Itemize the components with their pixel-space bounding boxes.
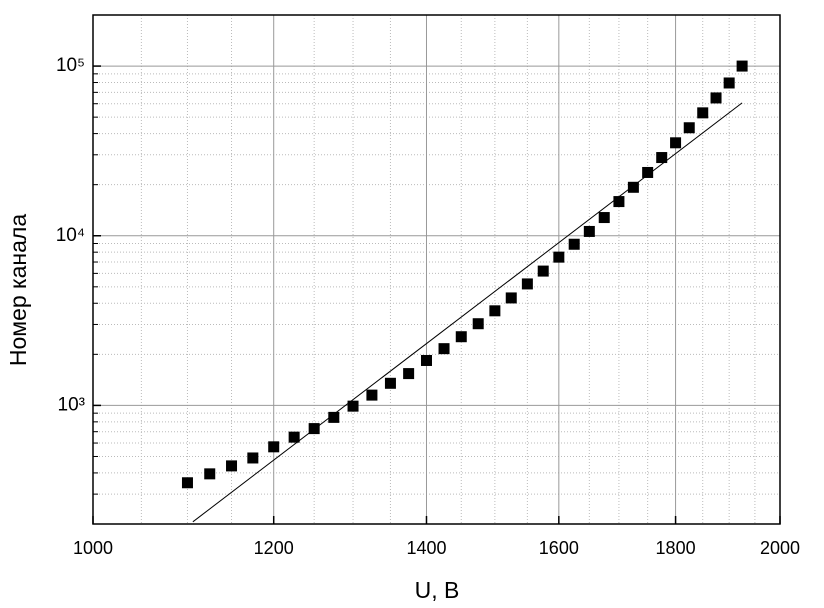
data-point <box>455 331 467 343</box>
data-point <box>736 60 748 72</box>
x-tick-label: 1600 <box>539 538 579 558</box>
x-tick-label: 1800 <box>656 538 696 558</box>
y-tick-label: 10⁵ <box>56 55 85 76</box>
grid <box>92 14 781 525</box>
plot-frame <box>92 14 781 525</box>
x-tick-label: 2000 <box>760 538 800 558</box>
data-point <box>537 265 549 277</box>
data-point <box>553 251 565 263</box>
y-axis-label: Номер канала <box>5 214 31 366</box>
data-point <box>181 477 193 489</box>
data-point <box>697 107 709 119</box>
data-point <box>268 441 280 453</box>
data-point <box>403 368 415 380</box>
fit-line <box>192 102 743 523</box>
data-point <box>366 389 378 401</box>
data-point <box>627 181 639 193</box>
data-point <box>656 152 668 164</box>
data-point <box>505 292 517 304</box>
marks <box>181 60 748 523</box>
data-point <box>204 468 216 480</box>
data-point <box>583 225 595 237</box>
data-point <box>438 343 450 355</box>
data-point <box>683 122 695 134</box>
x-axis-label: U, В <box>415 577 460 603</box>
data-point <box>670 137 682 149</box>
data-point <box>420 354 432 366</box>
data-point <box>472 318 484 330</box>
data-point <box>710 92 722 104</box>
data-point <box>568 238 580 250</box>
data-point <box>489 305 501 317</box>
x-tick-label: 1200 <box>254 538 294 558</box>
y-tick-label: 10⁴ <box>56 225 85 246</box>
x-tick-label: 1400 <box>406 538 446 558</box>
data-point <box>347 400 359 412</box>
data-point <box>613 196 625 208</box>
data-point <box>521 278 533 290</box>
data-point <box>308 423 320 435</box>
data-point <box>642 166 654 178</box>
data-point <box>384 377 396 389</box>
data-point <box>247 452 259 464</box>
data-point <box>288 431 300 443</box>
data-point <box>598 212 610 224</box>
x-tick-label: 1000 <box>73 538 113 558</box>
y-tick-label: 10³ <box>58 394 85 415</box>
data-point <box>328 411 340 423</box>
data-point <box>226 460 238 472</box>
data-point <box>723 77 735 89</box>
